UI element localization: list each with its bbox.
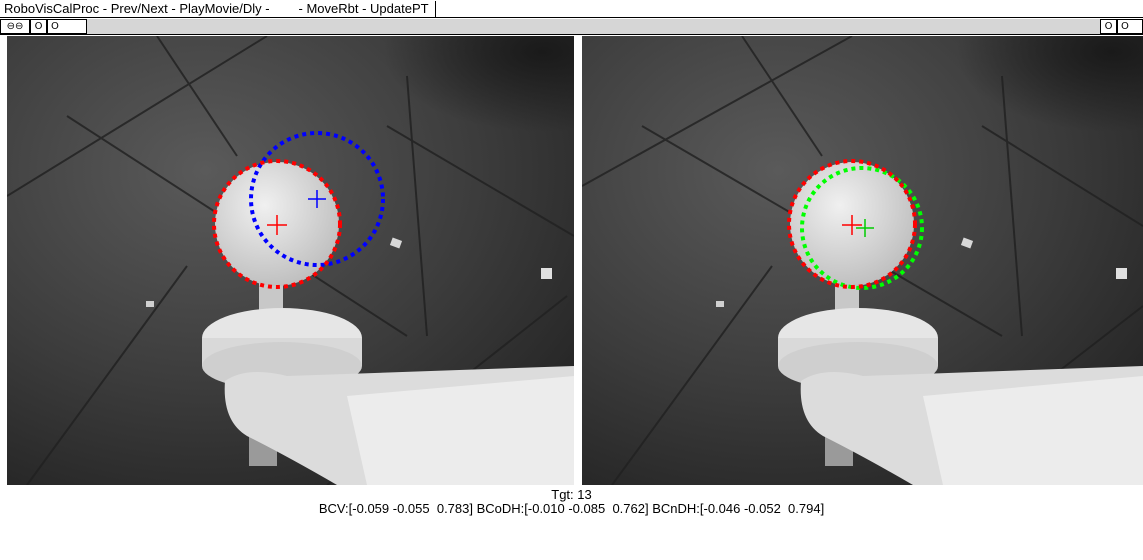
circle-icon[interactable]: O	[47, 19, 87, 34]
circle-icon[interactable]: O	[30, 19, 47, 34]
toolbar: ⊖⊖ O O O O	[0, 19, 1143, 35]
view-divider	[574, 36, 582, 485]
left-camera-image	[7, 36, 574, 485]
right-camera-view[interactable]	[582, 36, 1143, 485]
target-label: Tgt: 13	[551, 487, 592, 502]
link-icon[interactable]: ⊖⊖	[0, 19, 30, 34]
left-camera-view[interactable]	[7, 36, 574, 485]
title-bar: RoboVisCalProc - Prev/Next - PlayMovie/D…	[0, 0, 1143, 18]
circle-icon[interactable]: O	[1117, 19, 1143, 34]
right-camera-image	[582, 36, 1143, 485]
status-readout: Tgt: 13 BCV:[-0.059 -0.055 0.783] BCoDH:…	[0, 488, 1143, 516]
window-title[interactable]: RoboVisCalProc - Prev/Next - PlayMovie/D…	[4, 1, 436, 17]
coordinates-label: BCV:[-0.059 -0.055 0.783] BCoDH:[-0.010 …	[318, 501, 825, 516]
circle-icon[interactable]: O	[1100, 19, 1117, 34]
